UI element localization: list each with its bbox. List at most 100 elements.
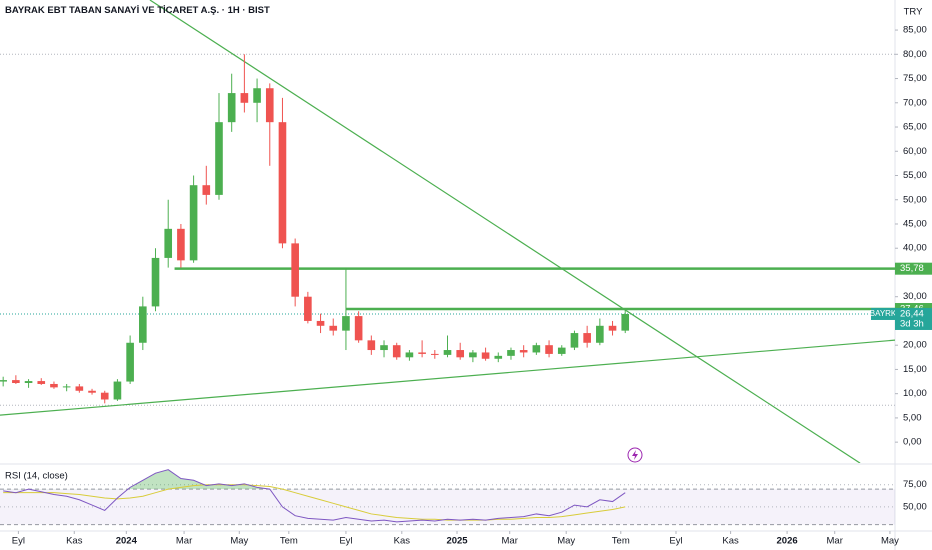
- y-tick-label: 20,00: [903, 340, 927, 351]
- candle-body: [291, 243, 299, 297]
- y-tick-label: 0,00: [903, 437, 922, 448]
- x-tick-label: Eyl: [339, 536, 352, 547]
- x-tick-label: Kas: [66, 536, 83, 547]
- rsi-band: [0, 489, 895, 525]
- candle-body: [519, 350, 528, 353]
- candle-body: [265, 88, 274, 123]
- candle-body: [151, 257, 160, 307]
- candle-body: [418, 352, 426, 354]
- candle-body: [469, 352, 477, 358]
- axes: 0,005,0010,0015,0020,0025,0030,0040,0045…: [12, 25, 932, 547]
- rsi-overbought-fill: [3, 469, 626, 490]
- candle-body: [227, 93, 236, 123]
- candle-body: [12, 380, 20, 384]
- trendline: [0, 339, 895, 416]
- candle-body: [88, 390, 96, 393]
- countdown-label: 3d 3h: [900, 318, 924, 329]
- alert-icon[interactable]: [627, 447, 643, 463]
- last-price-tag: [895, 307, 932, 330]
- level-tag-label: 35,78: [900, 263, 924, 274]
- candle-body: [278, 122, 287, 244]
- y-tick-label: 85,00: [903, 25, 927, 36]
- y-tick-label: 65,00: [903, 122, 927, 133]
- candle-body: [164, 228, 173, 258]
- rsi-pane: 75,00 50,00: [0, 469, 927, 526]
- candle-body: [456, 350, 465, 358]
- candle-body: [0, 380, 7, 382]
- x-tick-label: 2025: [446, 536, 468, 547]
- price-pane: [0, 0, 895, 463]
- x-tick-label: May: [881, 536, 899, 547]
- y-tick-label: 15,00: [903, 364, 927, 375]
- y-tick-label: 50,00: [903, 194, 927, 205]
- x-tick-label: Mar: [176, 536, 192, 547]
- candle-body: [304, 296, 312, 321]
- y-tick-label: 55,00: [903, 170, 927, 181]
- x-tick-label: Eyl: [12, 536, 25, 547]
- x-tick-label: Mar: [827, 536, 843, 547]
- y-tick-label: 75,00: [903, 73, 927, 84]
- candle-body: [342, 316, 350, 331]
- last-price-label: 26,44: [900, 308, 924, 319]
- candle-body: [75, 386, 84, 391]
- trendline: [149, 0, 861, 463]
- candle-body: [139, 306, 147, 343]
- candle-body: [532, 345, 541, 353]
- rsi-tick-label: 50,00: [903, 501, 927, 512]
- level-tag: [895, 262, 932, 275]
- y-tick-label: 40,00: [903, 243, 927, 254]
- x-tick-label: Mar: [502, 536, 518, 547]
- candle-body: [430, 353, 439, 355]
- x-tick-label: Tem: [280, 536, 298, 547]
- rsi-label: RSI (14, close): [5, 471, 68, 482]
- candle-body: [367, 340, 376, 351]
- candle-body: [113, 381, 122, 400]
- y-tick-label: 70,00: [903, 97, 927, 108]
- candle-body: [354, 316, 363, 341]
- rsi-ma-line: [3, 484, 626, 521]
- x-tick-label: 2026: [777, 536, 798, 547]
- y-tick-label: 60,00: [903, 146, 927, 157]
- symbol-tag-label: BAYRK: [870, 309, 897, 318]
- candle-body: [126, 342, 134, 382]
- candle-body: [443, 350, 452, 355]
- y-tick-label: 80,00: [903, 49, 927, 60]
- candle-body: [50, 383, 58, 388]
- x-tick-label: Kas: [394, 536, 411, 547]
- currency: TRY: [904, 7, 923, 18]
- candle-body: [189, 185, 198, 261]
- y-tick-label: 5,00: [903, 412, 922, 423]
- candle-body: [329, 325, 338, 331]
- candle-body: [583, 333, 591, 343]
- candle-body: [100, 392, 109, 400]
- chart-title: BAYRAK EBT TABAN SANAYİ VE TİCARET A.Ş. …: [5, 5, 270, 16]
- x-tick-label: Kas: [722, 536, 739, 547]
- candle-body: [215, 122, 223, 195]
- candle-body: [570, 333, 579, 348]
- x-tick-label: May: [557, 536, 575, 547]
- candle-body: [557, 347, 566, 354]
- candle-body: [62, 386, 71, 388]
- candle-body: [24, 381, 33, 384]
- candle-body: [545, 345, 553, 354]
- candle-body: [253, 88, 261, 103]
- rsi-tick-label: 75,00: [903, 479, 927, 490]
- candle-body: [608, 325, 617, 331]
- candle-body: [621, 313, 630, 331]
- y-tick-label: 10,00: [903, 388, 927, 399]
- rsi-line: [3, 469, 626, 523]
- x-tick-label: 2024: [116, 536, 138, 547]
- y-tick-label: 45,00: [903, 219, 927, 230]
- candle-body: [507, 350, 515, 356]
- x-tick-label: May: [230, 536, 248, 547]
- x-tick-label: Tem: [612, 536, 630, 547]
- x-tick-label: Eyl: [669, 536, 682, 547]
- candle-body: [405, 352, 414, 358]
- candle-body: [202, 185, 211, 195]
- candle-body: [316, 320, 325, 326]
- candle-body: [392, 345, 401, 358]
- candle-body: [240, 93, 249, 103]
- candle-body: [177, 228, 185, 261]
